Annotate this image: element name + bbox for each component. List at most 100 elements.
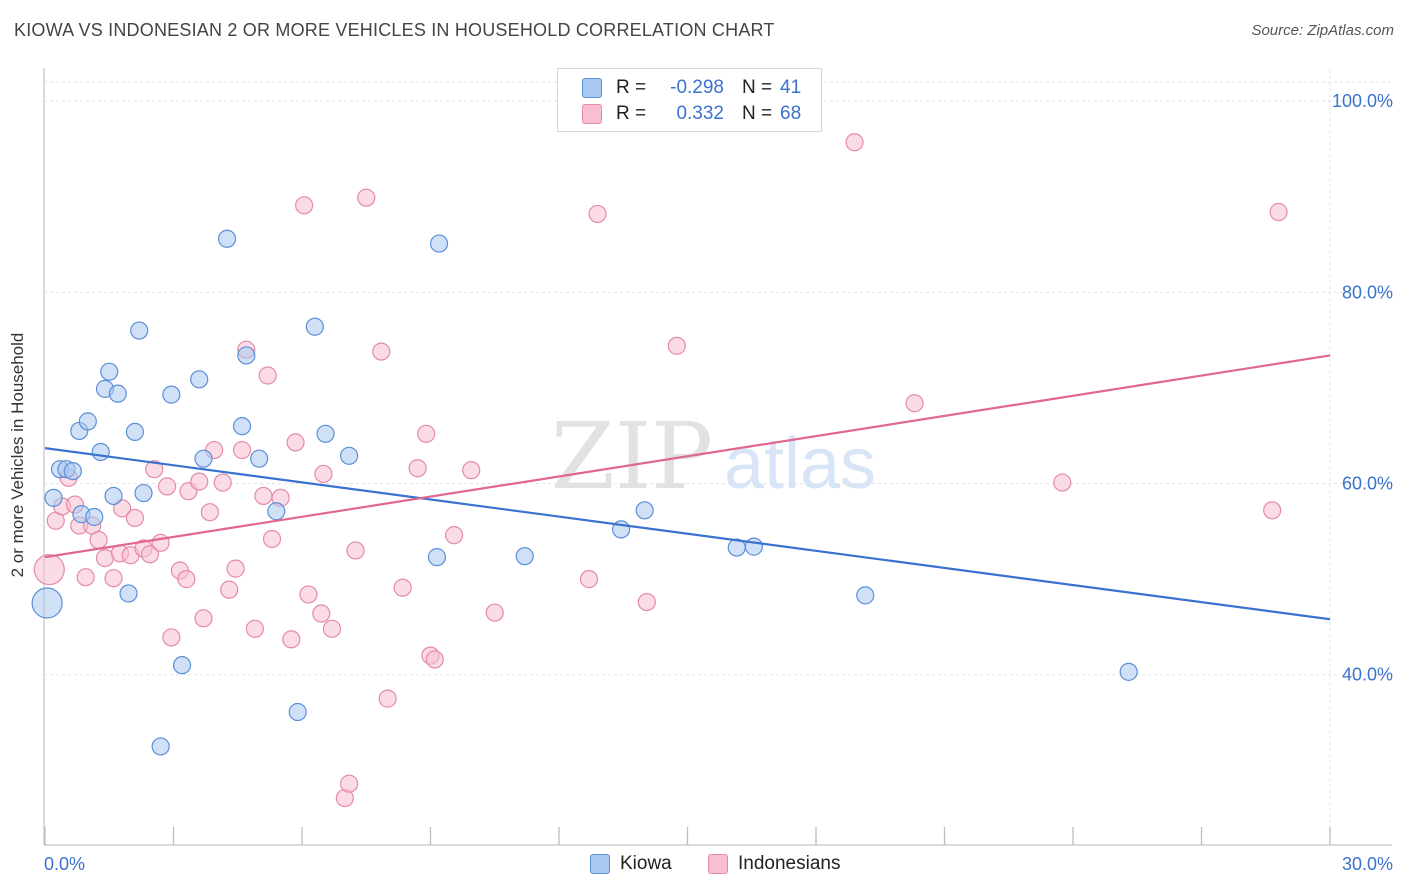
y-tick-label: 40.0% [1342,665,1393,685]
data-point [119,584,138,603]
n-value: 68 [780,103,802,124]
legend-item-indonesians[interactable]: Indonesians [708,852,840,876]
data-point [112,499,132,518]
data-point [429,234,449,253]
data-point [667,336,686,355]
data-point [104,486,123,506]
chart-title: KIOWA VS INDONESIAN 2 OR MORE VEHICLES I… [14,20,775,40]
data-point [346,541,365,560]
indonesians-legend-swatch [708,854,728,874]
data-point [100,362,119,381]
n-label: N = [742,103,773,124]
data-point [254,486,273,506]
data-point [162,385,181,404]
data-point [157,477,177,496]
data-point [372,342,391,361]
data-point [579,570,599,589]
data-point [194,449,213,468]
data-point [190,370,209,389]
correlation-legend: R = -0.298 N = 41 R = 0.332 N = 68 [557,68,822,132]
r-value: -0.298 [670,77,724,98]
n-value: 41 [780,77,802,98]
data-point [635,501,654,520]
trend-line-kiowa [44,447,1331,621]
data-point [172,656,192,675]
data-point [322,619,342,638]
indonesians-legend-label: Indonesians [738,853,841,874]
data-point [177,570,196,589]
data-point [217,229,237,248]
x-tick-label: 30.0% [1342,854,1393,874]
data-point [220,580,239,599]
data-point [1053,473,1072,492]
r-label: R = [616,77,647,98]
data-point [340,774,359,793]
data-point [151,737,170,756]
data-point [316,424,335,443]
data-point [299,585,318,604]
n-label: N = [742,77,773,98]
data-point [485,603,504,622]
data-point [91,442,110,462]
data-point [427,548,447,567]
data-point [295,196,314,215]
data-point [194,609,213,628]
data-point [378,689,397,708]
kiowa-legend-swatch [590,854,610,874]
data-point [125,508,145,528]
data-point [89,530,108,550]
data-point [340,446,359,465]
data-point [76,568,95,587]
data-point [286,433,305,452]
data-point [108,384,127,403]
data-point [1119,662,1138,681]
trend-line-indonesians [44,354,1331,559]
x-tick-label: 0.0% [44,854,85,874]
indonesians-swatch [582,104,602,124]
legend-row-kiowa: R = -0.298 N = 41 [582,76,801,100]
data-point [226,559,245,578]
watermark-atlas: atlas [724,424,876,504]
data-point [44,488,63,507]
tick-labels: 40.0% 60.0% 80.0% 100.0% 0.0% 30.0% [44,91,1393,874]
data-point [314,464,333,484]
data-point [232,417,252,436]
legend-row-indonesians: R = 0.332 N = 68 [582,102,801,126]
y-tick-label: 100.0% [1332,91,1393,111]
data-point [130,321,149,340]
data-point [151,533,170,552]
axes [43,68,1392,846]
data-point [258,366,277,385]
data-point [288,702,307,722]
y-axis-title: 2 or more Vehicles in Household [8,332,27,578]
data-point [125,422,145,441]
data-point [845,133,864,152]
kiowa-points [31,229,1138,756]
data-point [905,394,924,413]
watermark: ZIP atlas [551,403,876,510]
data-point [1269,202,1288,222]
r-label: R = [616,103,647,124]
y-tick-label: 60.0% [1342,474,1393,494]
data-point [232,440,252,460]
data-point [95,548,115,568]
data-point [462,461,481,480]
trend-lines [44,354,1331,621]
data-point [33,553,65,586]
data-point [104,569,123,588]
data-point [408,459,427,478]
data-point [31,587,63,619]
data-point [78,412,97,431]
data-point [145,460,164,479]
data-point [63,461,82,481]
data-point [588,204,607,224]
data-point [140,545,160,564]
data-point [245,619,264,638]
kiowa-swatch [582,78,602,98]
legend-item-kiowa[interactable]: Kiowa [590,852,672,876]
data-point [305,317,324,336]
data-point [637,592,656,612]
data-point [515,547,534,566]
data-point [444,526,464,545]
data-point [417,424,436,443]
